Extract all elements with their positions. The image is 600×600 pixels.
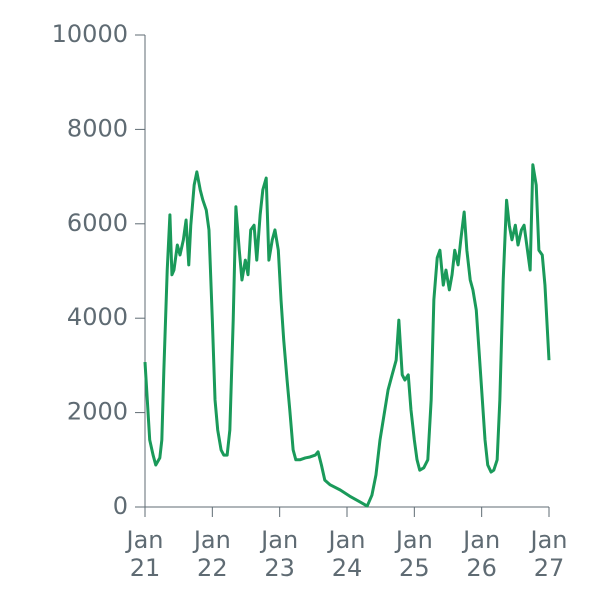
y-tick-label: 4000 xyxy=(67,303,128,331)
x-tick-label: Jan 21 xyxy=(126,526,164,582)
x-tick-label: Jan 23 xyxy=(261,526,299,582)
y-tick-label: 2000 xyxy=(67,398,128,426)
x-tick-label: Jan 26 xyxy=(463,526,501,582)
x-tick-label: Jan 24 xyxy=(328,526,366,582)
x-tick-label: Jan 27 xyxy=(530,526,568,582)
y-tick-label: 6000 xyxy=(67,209,128,237)
line xyxy=(143,163,551,508)
y-tick-label: 0 xyxy=(113,492,128,520)
x-tick-label: Jan 22 xyxy=(193,526,231,582)
y-tick-label: 8000 xyxy=(67,114,128,142)
y-tick-label: 10000 xyxy=(52,20,128,48)
x-tick-label: Jan 25 xyxy=(395,526,433,582)
